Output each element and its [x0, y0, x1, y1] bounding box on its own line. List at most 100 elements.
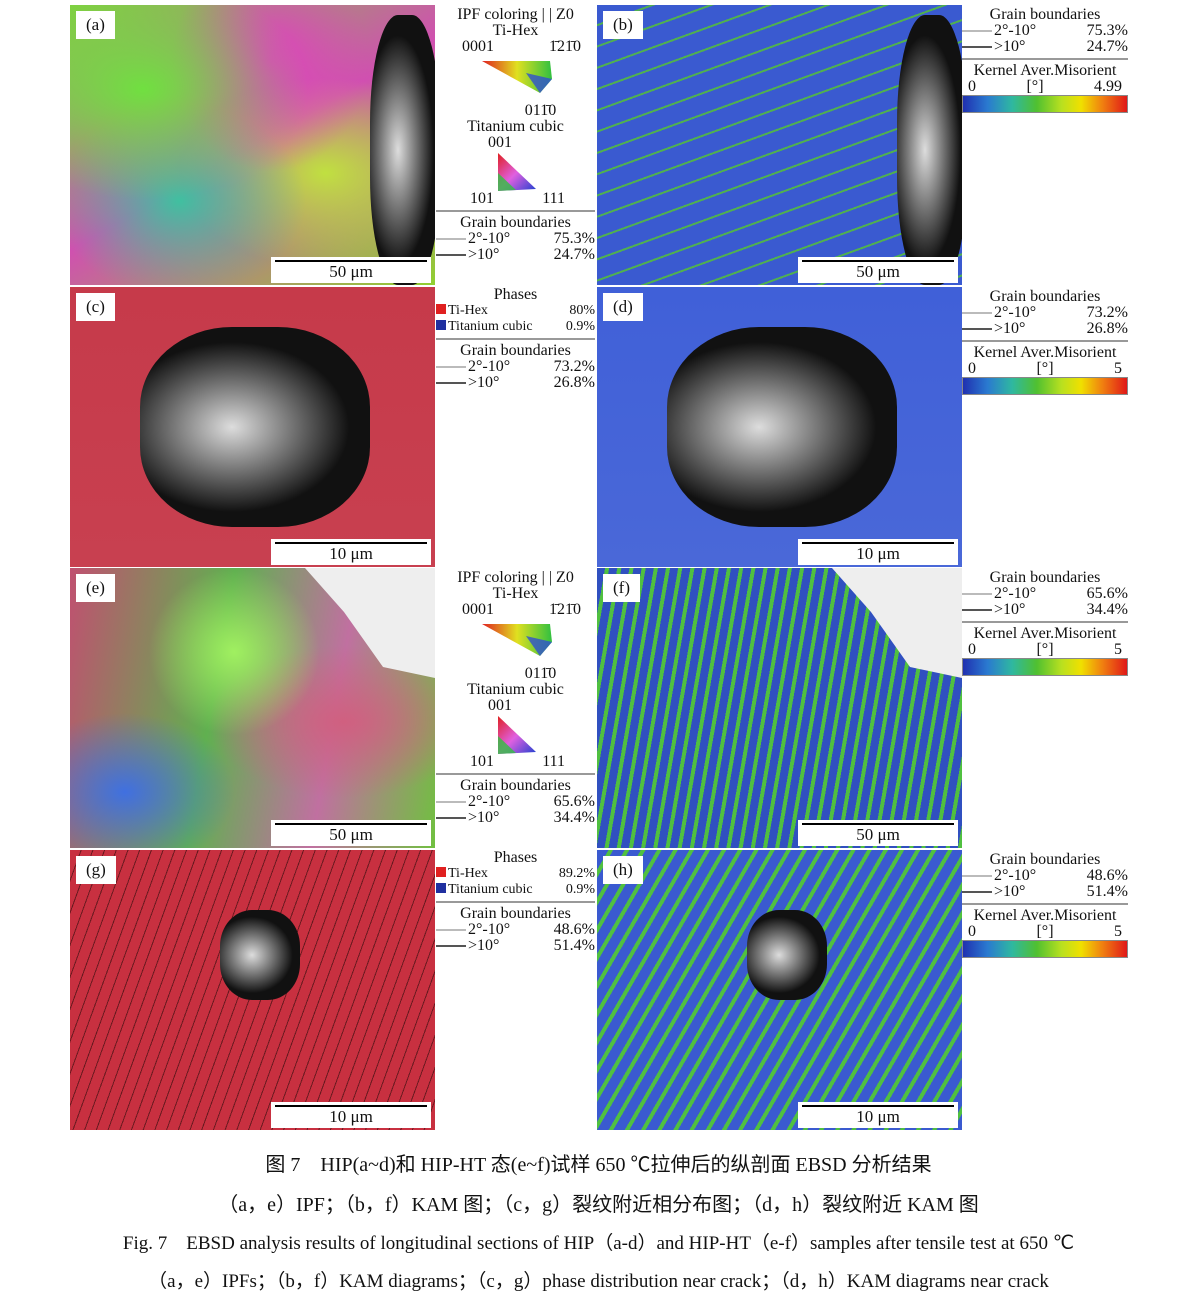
phase-item: Titanium cubic 0.9% — [436, 882, 595, 898]
gb-low-row: 2°-10° 65.6% — [962, 586, 1128, 602]
kam-color-bar — [962, 658, 1128, 676]
gb-high-row: >10° 51.4% — [962, 884, 1128, 900]
ebsd-map-h: (h) 10 μm — [597, 850, 962, 1130]
gb-low-label: 2°-10° — [994, 585, 1037, 602]
crack-region — [747, 910, 827, 1000]
gb-low-pct: 73.2% — [1086, 304, 1128, 321]
hex-label: 011̄0 — [524, 102, 557, 119]
kam-max: 4.99 — [1094, 78, 1122, 95]
high-angle-line-icon — [962, 46, 992, 49]
ipf-title: IPF coloring | | Z0 — [457, 6, 574, 23]
gb-high-label: >10° — [994, 320, 1026, 337]
gb-high-row: >10° 34.4% — [962, 602, 1128, 618]
phase-color-swatch-icon — [436, 883, 446, 893]
scale-bar: 10 μm — [271, 539, 431, 565]
phase-name: Titanium cubic — [448, 882, 533, 897]
kam-unit: [°] — [1036, 641, 1054, 658]
gb-high-pct: 26.8% — [1086, 320, 1128, 337]
phase-color-swatch-icon — [436, 867, 446, 877]
kam-unit: [°] — [1036, 360, 1054, 377]
high-angle-line-icon — [962, 891, 992, 894]
legend-phase: Phases Ti-Hex 89.2% Titanium cubic 0.9% Grain… — [436, 849, 595, 954]
crack-region — [220, 910, 300, 1000]
panel-label: (c) — [76, 293, 115, 321]
high-angle-line-icon — [436, 817, 466, 820]
caption-en-sub: （a，e）IPFs；（b，f）KAM diagrams；（c，g）phase d… — [148, 1271, 1049, 1292]
kam-max: 5 — [1114, 923, 1122, 940]
ebsd-map-f: (f) 50 μm — [597, 568, 962, 848]
cubic-label: 001 — [488, 697, 512, 714]
legend-kam: Grain boundaries 2°-10° 48.6% >10° 51.4% Ke… — [962, 852, 1128, 958]
gb-low-label: 2°-10° — [468, 921, 511, 938]
hex-label: 1̄21̄0 — [549, 601, 581, 618]
cubic-title: Titanium cubic — [467, 118, 564, 135]
gb-high-row: >10° 51.4% — [436, 938, 595, 954]
gb-high-label: >10° — [994, 883, 1026, 900]
grain-boundaries-title: Grain boundaries — [989, 569, 1101, 586]
phases-title: Phases — [493, 849, 538, 866]
gb-high-label: >10° — [468, 374, 500, 391]
gb-high-pct: 34.4% — [1086, 601, 1128, 618]
crack-region — [832, 568, 962, 678]
gb-low-row: 2°-10° 75.3% — [436, 231, 595, 247]
kam-title: Kernel Aver.Misorient — [973, 344, 1117, 361]
gb-high-row: >10° 34.4% — [436, 810, 595, 826]
panel-label: (e) — [76, 574, 115, 602]
low-angle-line-icon — [962, 312, 992, 315]
ebsd-map-e: (e) 50 μm — [70, 568, 435, 848]
gb-high-row: >10° 26.8% — [436, 375, 595, 391]
cubic-ipf-triangle-icon — [498, 153, 536, 191]
ipf-title: IPF coloring | | Z0 — [457, 569, 574, 586]
kam-title: Kernel Aver.Misorient — [973, 907, 1117, 924]
kam-min: 0 — [968, 78, 976, 95]
cubic-label: 001 — [488, 134, 512, 151]
gb-low-pct: 73.2% — [553, 358, 595, 375]
high-angle-line-icon — [436, 254, 466, 257]
gb-high-pct: 51.4% — [553, 937, 595, 954]
crack-region — [305, 568, 435, 678]
kam-min: 0 — [968, 923, 976, 940]
high-angle-line-icon — [962, 609, 992, 612]
legend-kam: Grain boundaries 2°-10° 73.2% >10° 26.8% Ke… — [962, 289, 1128, 395]
legend-ipf: IPF coloring | | Z0 Ti-Hex 0001 1̄21̄0 01… — [436, 570, 595, 826]
hex-title: Ti-Hex — [492, 585, 539, 602]
gb-low-pct: 75.3% — [1086, 22, 1128, 39]
ebsd-map-d: (d) 10 μm — [597, 287, 962, 567]
phase-name: Ti-Hex — [448, 866, 488, 881]
legend-kam: Grain boundaries 2°-10° 75.3% >10° 24.7% Ke… — [962, 7, 1128, 113]
grain-boundaries-title: Grain boundaries — [989, 851, 1101, 868]
gb-high-row: >10° 24.7% — [962, 39, 1128, 55]
low-angle-line-icon — [962, 875, 992, 878]
phase-pct: 0.9% — [565, 882, 595, 897]
gb-low-row: 2°-10° 48.6% — [962, 868, 1128, 884]
gb-low-label: 2°-10° — [468, 358, 511, 375]
kam-color-bar — [962, 940, 1128, 958]
gb-high-label: >10° — [468, 246, 500, 263]
phase-color-swatch-icon — [436, 320, 446, 330]
phase-item: Ti-Hex 89.2% — [436, 866, 595, 882]
low-angle-line-icon — [436, 929, 466, 932]
gb-high-pct: 24.7% — [1086, 38, 1128, 55]
caption-cn-title: 图 7 HIP(a~d)和 HIP-HT 态(e~f)试样 650 ℃拉伸后的纵… — [265, 1154, 932, 1176]
grain-boundaries-title: Grain boundaries — [460, 214, 571, 231]
caption-cn-sub: （a，e）IPF；（b，f）KAM 图；（c，g）裂纹附近相分布图；（d，h）裂… — [218, 1194, 979, 1216]
phase-pct: 80% — [569, 303, 595, 318]
panel-label: (b) — [603, 11, 643, 39]
high-angle-line-icon — [436, 382, 466, 385]
gb-low-pct: 75.3% — [553, 230, 595, 247]
gb-low-row: 2°-10° 73.2% — [436, 359, 595, 375]
hex-ipf-triangle-icon — [482, 624, 552, 656]
kam-unit: [°] — [1026, 78, 1044, 95]
gb-low-row: 2°-10° 65.6% — [436, 794, 595, 810]
gb-low-pct: 48.6% — [553, 921, 595, 938]
kam-max: 5 — [1114, 360, 1122, 377]
kam-title: Kernel Aver.Misorient — [973, 625, 1117, 642]
gb-low-label: 2°-10° — [994, 304, 1037, 321]
legend-phase: Phases Ti-Hex 80% Titanium cubic 0.9% Grain b… — [436, 287, 595, 391]
scale-bar: 50 μm — [271, 257, 431, 283]
hex-label: 1̄21̄0 — [549, 38, 581, 55]
phase-pct: 0.9% — [565, 319, 595, 334]
scale-bar: 50 μm — [271, 820, 431, 846]
crack-region — [370, 15, 435, 285]
phase-pct: 89.2% — [558, 866, 595, 881]
